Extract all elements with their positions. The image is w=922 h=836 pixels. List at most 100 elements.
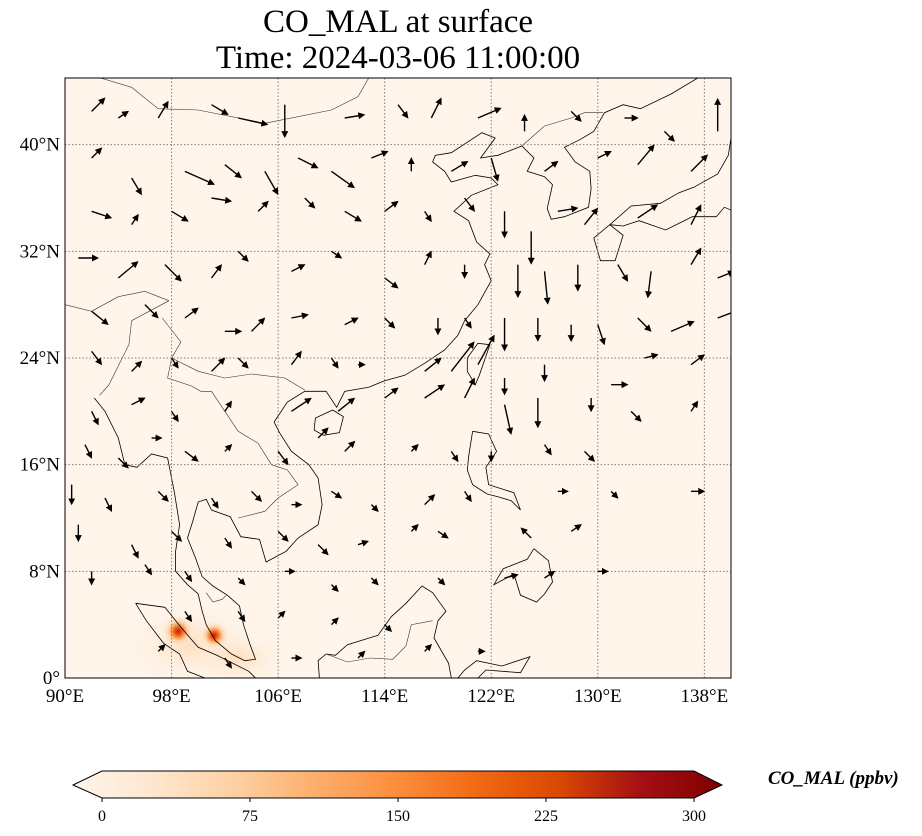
wind-arrow	[130, 544, 139, 559]
wind-arrow	[211, 104, 229, 115]
wind-arrow	[690, 204, 702, 225]
wind-arrow	[224, 537, 233, 549]
wind-arrow	[410, 523, 419, 532]
x-tick-label: 90°E	[46, 686, 84, 707]
wind-arrow	[450, 341, 475, 372]
coastline	[466, 430, 521, 511]
wind-arrow	[450, 450, 459, 463]
wind-arrow	[637, 204, 659, 219]
x-tick-label: 130°E	[574, 686, 622, 707]
wind-arrow	[131, 360, 143, 372]
wind-arrow	[717, 270, 731, 279]
colorbar: 0 75 150 225 300	[71, 770, 724, 825]
wind-arrow	[250, 490, 263, 502]
wind-arrow	[717, 312, 731, 319]
wind-arrow	[610, 490, 619, 499]
border-line	[325, 620, 433, 663]
wind-arrow	[91, 147, 103, 159]
wind-arrow	[237, 357, 249, 369]
wind-arrow	[104, 497, 112, 513]
wind-arrow	[583, 450, 596, 462]
wind-arrow	[117, 261, 139, 279]
y-tick-label: 16°N	[20, 455, 61, 476]
wind-arrow	[84, 444, 93, 459]
wind-arrow	[344, 317, 359, 326]
wind-arrow	[424, 643, 433, 652]
wind-arrow	[543, 444, 552, 456]
coastline	[135, 602, 257, 678]
wind-arrow	[544, 160, 559, 172]
co-concentration-field	[116, 599, 294, 678]
wind-arrow	[210, 264, 222, 279]
wind-arrow	[330, 584, 339, 593]
plot-title: CO_MAL at surface Time: 2024-03-06 11:00…	[65, 4, 731, 76]
wind-arrow	[370, 504, 379, 513]
wind-arrow	[331, 490, 343, 499]
wind-arrow	[504, 572, 519, 580]
border-line	[211, 391, 299, 519]
wind-arrow	[238, 117, 269, 127]
wind-arrow	[91, 310, 109, 326]
wind-arrow	[344, 440, 356, 452]
wind-arrow	[117, 110, 130, 119]
wind-arrow	[224, 400, 233, 412]
x-tick-labels: 90°E 98°E 106°E 114°E 122°E 130°E 138°E	[46, 686, 728, 707]
wind-arrow	[184, 170, 215, 186]
wind-arrow	[130, 177, 142, 196]
coastline	[457, 655, 531, 678]
wind-arrow	[464, 490, 472, 503]
wind-arrow	[330, 170, 355, 189]
border-line	[205, 592, 227, 603]
wind-arrow	[157, 100, 169, 119]
wind-arrow	[224, 657, 233, 669]
wind-arrow	[384, 317, 396, 329]
colorbar-tick-label: 0	[98, 808, 106, 825]
wind-arrow	[171, 530, 183, 542]
co-hotspot	[161, 614, 196, 649]
wind-arrow	[237, 250, 249, 262]
wind-arrow	[430, 97, 442, 119]
wind-arrow	[544, 570, 556, 579]
colorbar-tick-label: 300	[682, 808, 706, 825]
wind-arrow	[344, 112, 366, 120]
wind-arrow	[384, 277, 399, 289]
wind-arrow	[117, 457, 129, 469]
wind-arrow	[357, 539, 369, 547]
wind-arrow	[184, 610, 193, 623]
wind-arrow	[663, 130, 675, 142]
x-tick-label: 106°E	[254, 686, 302, 707]
wind-arrow	[543, 271, 551, 305]
wind-arrow	[644, 352, 659, 360]
wind-arrow	[424, 357, 442, 372]
wind-arrow	[257, 200, 269, 212]
colorbar-label: CO_MAL (ppbv)	[768, 768, 899, 789]
wind-arrow	[410, 443, 419, 452]
wind-arrow	[290, 350, 302, 366]
wind-arrow	[464, 197, 476, 212]
wind-arrow	[597, 324, 606, 346]
wind-arrow	[224, 164, 242, 179]
wind-arrow	[397, 104, 409, 119]
wind-arrow	[570, 110, 582, 122]
wind-arrow	[331, 250, 343, 259]
title-line-1: CO_MAL at surface	[262, 4, 534, 40]
y-tick-label: 24°N	[20, 348, 61, 369]
wind-arrow	[597, 150, 612, 159]
wind-arrow	[477, 334, 495, 366]
wind-arrow	[670, 320, 695, 332]
coastline	[93, 78, 698, 662]
wind-arrow	[277, 610, 286, 619]
wind-arrow	[304, 197, 316, 209]
border-line	[65, 290, 170, 312]
coastline	[593, 224, 624, 262]
y-tick-label: 0°	[43, 668, 60, 689]
x-tick-label: 138°E	[681, 686, 729, 707]
co-hotspot	[198, 619, 230, 651]
colorbar-tick-label: 225	[534, 808, 558, 825]
x-tick-label: 122°E	[467, 686, 515, 707]
wind-arrow	[637, 144, 655, 166]
x-tick-label: 98°E	[152, 686, 190, 707]
wind-arrow	[170, 357, 179, 369]
wind-arrow	[384, 387, 399, 399]
